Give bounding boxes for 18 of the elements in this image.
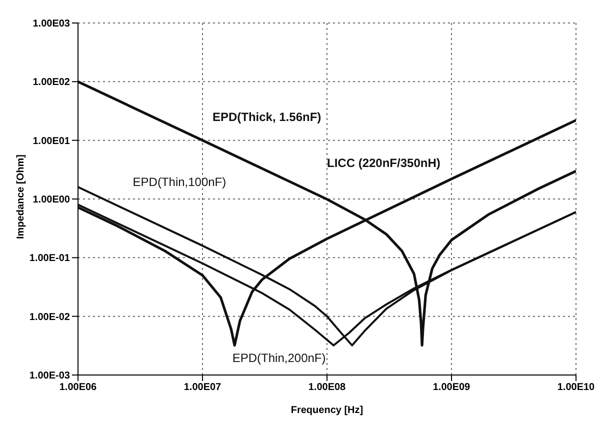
y-tick-label: 1.00E01	[32, 136, 70, 147]
x-tick-label: 1.00E08	[308, 382, 346, 394]
x-tick-label: 1.00E07	[184, 382, 222, 394]
y-tick-label: 1.00E-03	[29, 370, 70, 382]
y-tick-label: 1.00E-02	[29, 312, 70, 323]
x-axis-title: Frequency [Hz]	[290, 405, 364, 416]
x-tick-label: 1.00E06	[59, 382, 98, 394]
y-tick-label: 1.00E03	[32, 18, 70, 30]
y-tick-label: 1.00E02	[32, 77, 70, 88]
series-label: EPD(Thick, 1.56nF)	[212, 110, 322, 124]
series-label: LICC (220nF/350nH)	[327, 156, 440, 170]
x-tick-label: 1.00E09	[432, 382, 471, 394]
series-label: EPD(Thin,100nF)	[132, 175, 226, 190]
series-label: EPD(Thin,200nF)	[232, 351, 326, 366]
y-tick-label: 1.00E00	[32, 194, 70, 206]
y-tick-label: 1.00E-01	[29, 253, 70, 264]
y-axis-title: Impedance [Ohm]	[16, 154, 27, 239]
x-tick-label: 1.00E10	[557, 382, 596, 394]
